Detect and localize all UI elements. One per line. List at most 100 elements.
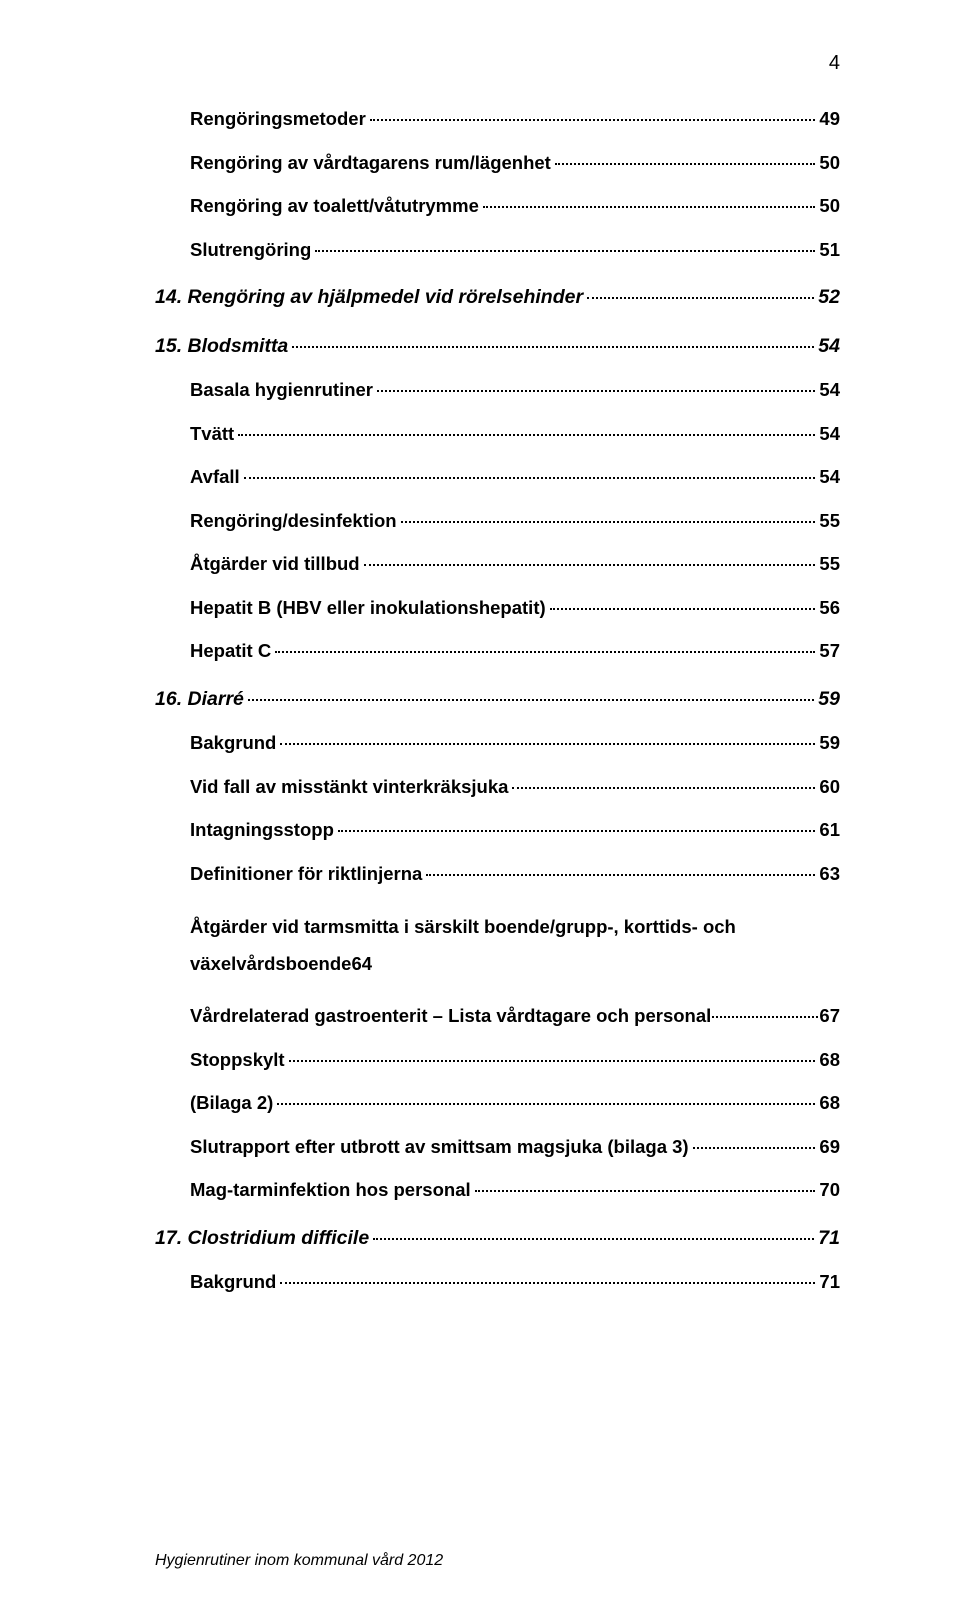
toc-leader-dots	[275, 651, 815, 653]
table-of-contents: Rengöringsmetoder 49 Rengöring av vårdtaga…	[155, 110, 840, 1292]
toc-entry-page: 54	[818, 337, 840, 357]
toc-entry: Bakgrund71	[155, 1273, 840, 1292]
toc-entry: Stoppskylt 68	[155, 1051, 840, 1070]
toc-entry: Åtgärder vid tillbud 55	[155, 555, 840, 574]
toc-entry-label: Hepatit C	[190, 642, 271, 661]
toc-entry-page: 54	[819, 468, 840, 487]
toc-entry: Vid fall av misstänkt vinterkräksjuka 60	[155, 778, 840, 797]
toc-leader-dots	[280, 1282, 815, 1284]
toc-entry-page: 63	[819, 865, 840, 884]
toc-leader-dots	[289, 1060, 816, 1062]
toc-entry-page: 64	[351, 945, 372, 982]
toc-leader-dots	[475, 1190, 816, 1192]
toc-entry-page: 71	[818, 1229, 840, 1249]
toc-entry: Åtgärder vid tarmsmitta i särskilt boend…	[155, 908, 840, 982]
toc-entry-page: 57	[819, 642, 840, 661]
page-container: 4 Rengöringsmetoder 49 Rengöring av vårdta…	[0, 0, 960, 1620]
toc-entry-label: Hepatit B (HBV eller inokulationshepatit…	[190, 599, 546, 618]
toc-entry-page: 50	[819, 197, 840, 216]
toc-entry-page: 60	[819, 778, 840, 797]
toc-entry: Slutrapport efter utbrott av smittsam ma…	[155, 1138, 840, 1157]
toc-entry-page: 55	[819, 512, 840, 531]
toc-entry-page: 59	[818, 690, 840, 710]
toc-entry-label: Mag-tarminfektion hos personal	[190, 1181, 471, 1200]
toc-entry-label: Bakgrund	[190, 734, 276, 753]
toc-entry-page: 68	[819, 1051, 840, 1070]
toc-leader-dots	[292, 346, 814, 348]
toc-entry-page: 70	[819, 1181, 840, 1200]
toc-leader-dots	[693, 1147, 816, 1149]
toc-entry-label: 15. Blodsmitta	[155, 337, 288, 357]
toc-leader-dots	[401, 521, 816, 523]
toc-entry-label: Slutrengöring	[190, 241, 311, 260]
page-number: 4	[829, 52, 840, 75]
toc-entry-label: Vid fall av misstänkt vinterkräksjuka	[190, 778, 508, 797]
toc-entry-label: Rengöring av vårdtagarens rum/lägenhet	[190, 154, 551, 173]
toc-entry-page: 54	[819, 381, 840, 400]
toc-entry-page: 67	[819, 1007, 840, 1026]
toc-entry-label: Åtgärder vid tillbud	[190, 555, 360, 574]
toc-entry: 14. Rengöring av hjälpmedel vid rörelseh…	[155, 288, 840, 308]
toc-entry-page: 54	[819, 425, 840, 444]
toc-leader-dots	[364, 564, 816, 566]
toc-entry: 16. Diarré 59	[155, 690, 840, 710]
toc-entry-label: Åtgärder vid tarmsmitta i särskilt boend…	[190, 908, 840, 945]
toc-entry-label: Basala hygienrutiner	[190, 381, 373, 400]
toc-leader-dots	[555, 163, 816, 165]
toc-entry: Avfall 54	[155, 468, 840, 487]
toc-leader-dots	[373, 1238, 814, 1240]
toc-entry: Slutrengöring 51	[155, 241, 840, 260]
toc-entry: Bakgrund 59	[155, 734, 840, 753]
toc-entry-label: växelvårdsboende	[190, 945, 351, 982]
footer-text: Hygienrutiner inom kommunal vård 2012	[155, 1552, 443, 1570]
toc-leader-dots	[370, 119, 816, 121]
toc-entry-label: Rengöringsmetoder	[190, 110, 366, 129]
toc-entry-page: 49	[819, 110, 840, 129]
toc-entry: 17. Clostridium difficile71	[155, 1229, 840, 1249]
toc-leader-dots	[238, 434, 815, 436]
toc-entry: Rengöringsmetoder 49	[155, 110, 840, 129]
toc-leader-dots	[550, 608, 816, 610]
toc-entry-label: Tvätt	[190, 425, 234, 444]
toc-entry-label: 16. Diarré	[155, 690, 244, 710]
toc-leader-dots	[277, 1103, 815, 1105]
toc-entry-label: 14. Rengöring av hjälpmedel vid rörelseh…	[155, 288, 583, 308]
toc-entry: Tvätt 54	[155, 425, 840, 444]
toc-entry-label: (Bilaga 2)	[190, 1094, 273, 1113]
toc-leader-dots	[712, 1016, 818, 1018]
toc-leader-dots	[587, 297, 814, 299]
toc-entry: (Bilaga 2) 68	[155, 1094, 840, 1113]
toc-entry-page: 61	[819, 821, 840, 840]
toc-entry: Hepatit C 57	[155, 642, 840, 661]
toc-entry: Vårdrelaterad gastroenterit – Lista vård…	[155, 1007, 840, 1026]
toc-entry: Intagningsstopp 61	[155, 821, 840, 840]
toc-entry: Definitioner för riktlinjerna 63	[155, 865, 840, 884]
toc-leader-dots	[377, 390, 815, 392]
toc-leader-dots	[315, 250, 815, 252]
toc-leader-dots	[244, 477, 816, 479]
toc-leader-dots	[483, 206, 816, 208]
toc-entry: Hepatit B (HBV eller inokulationshepatit…	[155, 599, 840, 618]
toc-entry: Rengöring av vårdtagarens rum/lägenhet 50	[155, 154, 840, 173]
toc-entry-page: 51	[819, 241, 840, 260]
toc-entry: Rengöring/desinfektion 55	[155, 512, 840, 531]
toc-leader-dots	[426, 874, 815, 876]
toc-entry-label: Definitioner för riktlinjerna	[190, 865, 422, 884]
toc-entry-label: Intagningsstopp	[190, 821, 334, 840]
toc-entry: Rengöring av toalett/våtutrymme 50	[155, 197, 840, 216]
toc-entry-page: 55	[819, 555, 840, 574]
toc-leader-dots	[512, 787, 815, 789]
toc-entry-label: Rengöring/desinfektion	[190, 512, 397, 531]
toc-entry: Basala hygienrutiner 54	[155, 381, 840, 400]
toc-entry-label: Slutrapport efter utbrott av smittsam ma…	[190, 1138, 689, 1157]
toc-entry-page: 50	[819, 154, 840, 173]
toc-entry-label: Rengöring av toalett/våtutrymme	[190, 197, 479, 216]
toc-entry-page: 68	[819, 1094, 840, 1113]
toc-entry: Mag-tarminfektion hos personal 70	[155, 1181, 840, 1200]
toc-leader-dots	[248, 699, 814, 701]
toc-entry-label: Vårdrelaterad gastroenterit – Lista vård…	[190, 1007, 711, 1026]
toc-entry-label: Stoppskylt	[190, 1051, 285, 1070]
toc-entry-label: Avfall	[190, 468, 240, 487]
toc-entry-label: Bakgrund	[190, 1273, 276, 1292]
toc-entry-page: 59	[819, 734, 840, 753]
